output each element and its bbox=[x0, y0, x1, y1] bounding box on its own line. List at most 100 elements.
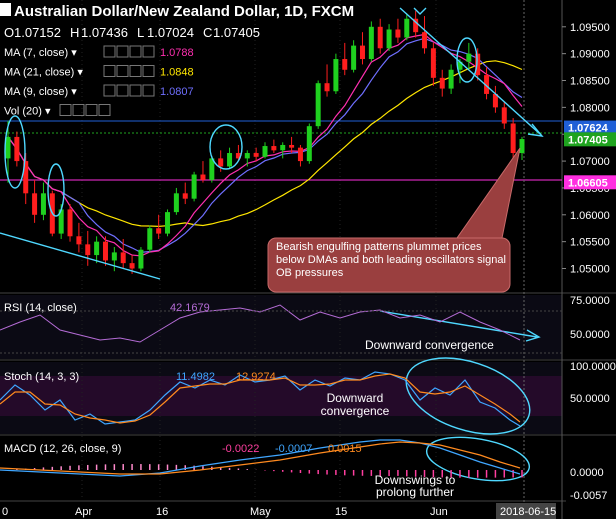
macd-ellipse bbox=[425, 436, 531, 482]
rsi-value: 42.1679 bbox=[170, 302, 210, 314]
candle-body bbox=[5, 136, 11, 159]
candle-body bbox=[297, 147, 303, 162]
pair-icon bbox=[0, 3, 11, 16]
macd-tick: 0.0000 bbox=[570, 467, 604, 479]
oscillator-axis: 75.0000 50.0000 100.0000 50.0000 0.0000 bbox=[570, 295, 616, 479]
candle-body bbox=[315, 83, 321, 127]
macd-signal-line bbox=[0, 441, 521, 475]
macd-label[interactable]: MACD (12, 26, close, 9) bbox=[4, 443, 121, 455]
stoch-label[interactable]: Stoch (14, 3, 3) bbox=[4, 371, 79, 383]
price-tick: 1.08500 bbox=[570, 76, 610, 88]
gear-icon[interactable] bbox=[72, 104, 85, 116]
candle-body bbox=[227, 153, 233, 167]
candle-body bbox=[182, 193, 188, 199]
rsi-line bbox=[0, 304, 521, 343]
candle-body bbox=[209, 158, 215, 180]
arrow-head bbox=[525, 329, 541, 342]
x-tick: May bbox=[250, 506, 271, 518]
candle-body bbox=[156, 228, 162, 234]
close-icon[interactable] bbox=[142, 65, 155, 77]
gear-icon[interactable] bbox=[116, 84, 129, 97]
price-tick: 1.09500 bbox=[570, 22, 610, 34]
close-icon[interactable] bbox=[142, 84, 155, 97]
indicator-label[interactable]: MA (9, close) ▾ bbox=[4, 86, 77, 98]
macd-value: 0.0015 bbox=[328, 443, 362, 455]
current-date-badge bbox=[496, 503, 556, 519]
eye-icon[interactable] bbox=[103, 84, 116, 97]
annotations bbox=[0, 7, 544, 482]
candle-body bbox=[448, 69, 454, 89]
legend: Australian Dollar/New Zealand Dollar, 1D… bbox=[0, 3, 427, 20]
indicator-label[interactable]: MA (21, close) ▾ bbox=[4, 67, 83, 79]
candle-body bbox=[519, 139, 525, 154]
ohlc-key: L bbox=[137, 25, 144, 40]
candle-body bbox=[501, 107, 507, 124]
indicator-label[interactable]: MA (7, close) ▾ bbox=[4, 47, 77, 59]
rsi-label[interactable]: RSI (14, close) bbox=[4, 302, 77, 314]
candle-body bbox=[76, 236, 82, 245]
candle-body bbox=[413, 18, 419, 33]
pattern-ellipse bbox=[47, 163, 65, 217]
candle-body bbox=[510, 123, 516, 154]
candle-body bbox=[377, 26, 383, 49]
price-badge bbox=[564, 175, 616, 190]
callout-text-wrap: Bearish engulfing patterns plummet price… bbox=[276, 241, 506, 279]
candle-body bbox=[67, 209, 73, 237]
close-icon[interactable] bbox=[98, 104, 111, 116]
macd-tick: -0.0057 bbox=[570, 490, 607, 502]
price-tick: 1.06000 bbox=[570, 210, 610, 222]
candle-body bbox=[492, 93, 498, 108]
candle-body bbox=[218, 158, 224, 167]
candle-body bbox=[85, 244, 91, 256]
candle-body bbox=[23, 161, 29, 194]
price-badge bbox=[564, 120, 616, 135]
candle-body bbox=[342, 59, 348, 70]
gear-icon[interactable] bbox=[116, 45, 129, 58]
ohlc-row: O 1.07152 H 1.07436 L 1.07024 C 1.07405 bbox=[4, 25, 260, 40]
price-tick: 1.07000 bbox=[570, 156, 610, 168]
price-tick: 1.08000 bbox=[570, 102, 610, 114]
ohlc-value: 1.07405 bbox=[213, 25, 260, 40]
pattern-ellipse bbox=[4, 115, 26, 189]
candle-body bbox=[253, 153, 259, 157]
candle-body bbox=[368, 26, 374, 60]
indicator-label[interactable]: Vol (20) ▾ bbox=[4, 106, 51, 118]
candles bbox=[5, 10, 525, 274]
indicator-value: 1.0807 bbox=[160, 86, 194, 98]
candle-body bbox=[475, 53, 481, 76]
settings-icon[interactable] bbox=[129, 45, 142, 58]
eye-icon[interactable] bbox=[103, 45, 116, 58]
candle-body bbox=[457, 61, 463, 70]
callout-text: Bearish engulfing patterns plummet price… bbox=[276, 241, 506, 279]
ohlc-key: C bbox=[203, 25, 212, 40]
x-tick: Jun bbox=[430, 506, 448, 518]
candle-body bbox=[147, 228, 153, 250]
stoch-annotation-wrap: Downward convergence bbox=[320, 392, 390, 418]
chevron-down-icon[interactable] bbox=[413, 7, 427, 15]
candle-body bbox=[111, 252, 117, 261]
candle-body bbox=[235, 153, 241, 159]
settings-icon[interactable] bbox=[129, 84, 142, 97]
candle-body bbox=[14, 136, 20, 162]
eye-icon[interactable] bbox=[59, 104, 72, 116]
candle-body bbox=[280, 144, 286, 151]
indicator-value: 1.0848 bbox=[160, 67, 194, 79]
price-axis: 1.095001.090001.085001.080001.075001.070… bbox=[562, 22, 616, 276]
rsi-tick: 50.0000 bbox=[570, 329, 610, 341]
close-icon[interactable] bbox=[142, 45, 155, 58]
settings-icon[interactable] bbox=[129, 65, 142, 77]
macd-signal-value: -0.0007 bbox=[275, 443, 312, 455]
macd-hist-value: -0.0022 bbox=[222, 443, 259, 455]
gear-icon[interactable] bbox=[116, 65, 129, 77]
trend-arrow bbox=[399, 7, 541, 135]
candle-body bbox=[359, 45, 365, 60]
stoch-annotation: Downward convergence bbox=[320, 392, 390, 418]
eye-icon[interactable] bbox=[103, 65, 116, 77]
candle-body bbox=[351, 45, 357, 70]
indicator-value: 1.0788 bbox=[160, 47, 194, 59]
macd-panel bbox=[0, 437, 562, 501]
candle-body bbox=[404, 18, 410, 38]
settings-icon[interactable] bbox=[85, 104, 98, 116]
